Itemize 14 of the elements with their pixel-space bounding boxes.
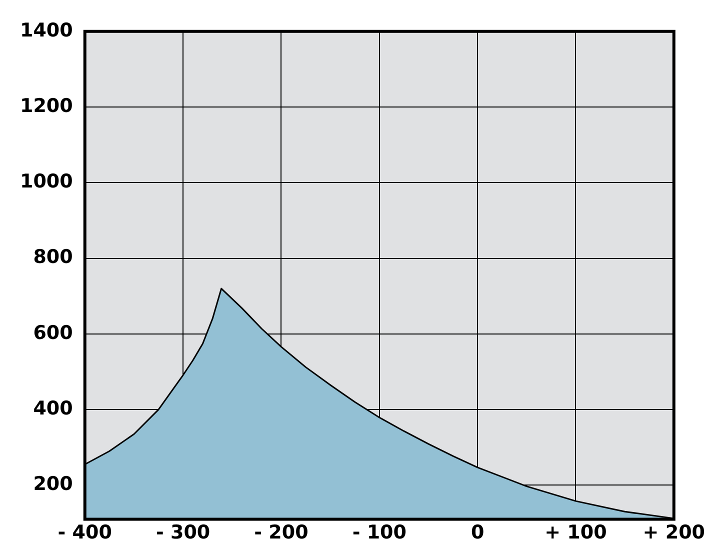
x-tick-label: 0 — [470, 522, 484, 544]
y-tick-label: 1200 — [20, 94, 73, 117]
y-tick-label: 1400 — [20, 19, 73, 42]
x-tick-label: + 100 — [544, 522, 607, 544]
y-tick-label: 400 — [33, 397, 73, 420]
x-tick-label: - 300 — [156, 522, 210, 544]
y-tick-label: 1000 — [20, 170, 73, 193]
x-tick-label: + 200 — [642, 522, 706, 544]
x-tick-label: - 400 — [58, 522, 112, 544]
x-tick-label: - 200 — [254, 522, 308, 544]
y-tick-label: 600 — [33, 322, 73, 344]
x-tick-label: - 100 — [352, 522, 406, 544]
y-tick-label: 800 — [33, 246, 73, 268]
y-tick-label: 200 — [33, 473, 73, 496]
